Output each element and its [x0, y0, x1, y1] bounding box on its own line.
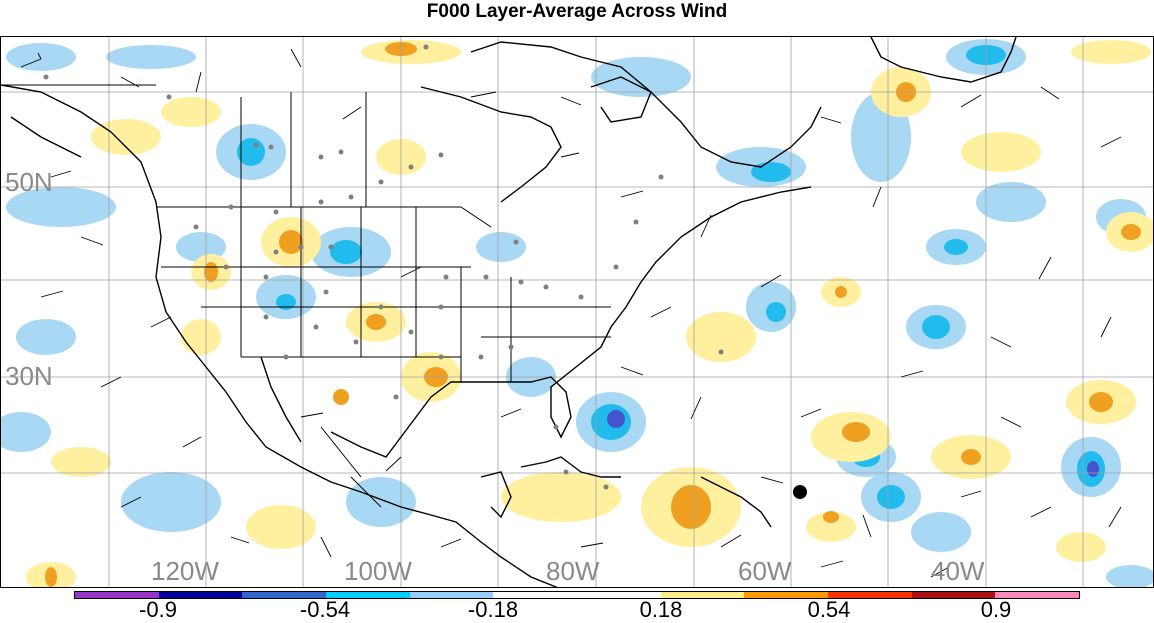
colorbar	[74, 591, 1080, 599]
colorbar-label: -0.9	[139, 597, 177, 622]
colorbar-segment	[828, 592, 912, 598]
colorbar-segment	[75, 592, 159, 598]
colorbar-segment	[995, 592, 1080, 598]
colorbar-label: 0.18	[639, 597, 683, 622]
colorbar-labels: -0.9 -0.54 -0.18 0.18 0.54 0.9	[0, 597, 1154, 623]
colorbar-segment	[744, 592, 829, 598]
lat-label-30n: 30N	[5, 361, 53, 391]
colorbar-segment	[242, 592, 327, 598]
lon-label-120w: 120W	[151, 556, 219, 586]
colorbar-label: 0.9	[980, 597, 1012, 622]
lon-label-40w: 40W	[931, 556, 985, 586]
wind-barbs	[20, 48, 1122, 578]
colorbar-segment	[577, 592, 661, 598]
map-canvas	[1, 37, 1153, 587]
colorbar-label: 0.54	[807, 597, 851, 622]
lat-label-50n: 50N	[5, 167, 53, 197]
map-panel: 50N 30N 120W 100W 80W 60W 40W	[0, 36, 1154, 588]
lon-label-60w: 60W	[738, 556, 792, 586]
colorbar-segment	[493, 592, 578, 598]
contour-fill-layer	[1, 39, 1153, 587]
colorbar-label: -0.54	[299, 597, 351, 622]
colorbar-segment	[911, 592, 996, 598]
storm-marker	[793, 485, 807, 499]
colorbar-segment	[158, 592, 243, 598]
colorbar-segment	[409, 592, 494, 598]
coastlines	[1, 37, 1017, 587]
colorbar-label: -0.18	[467, 597, 519, 622]
lon-label-80w: 80W	[546, 556, 600, 586]
colorbar-segment	[660, 592, 745, 598]
map-title: F000 Layer-Average Across Wind	[426, 1, 728, 22]
lon-label-100w: 100W	[344, 556, 412, 586]
political-borders	[1, 84, 611, 508]
colorbar-segment	[326, 592, 410, 598]
station-points	[43, 44, 724, 490]
lat-lon-grid	[1, 37, 1153, 587]
